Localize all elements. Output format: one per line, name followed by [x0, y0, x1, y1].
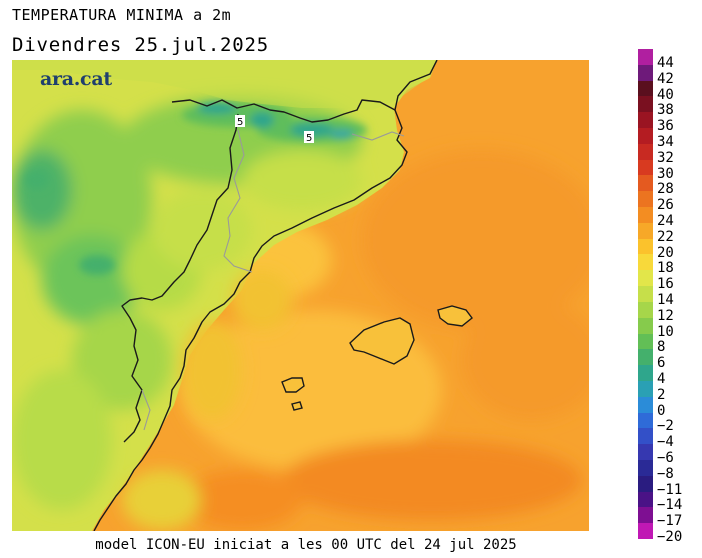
legend-label: 8 — [657, 339, 666, 356]
legend-label: −8 — [657, 465, 674, 482]
temperature-map: 5 5 ara.cat — [12, 60, 589, 531]
legend-swatch — [638, 128, 653, 145]
legend-swatch — [638, 207, 653, 224]
legend-swatch — [638, 507, 653, 524]
balearic-islands — [281, 305, 473, 411]
map-svg: 5 5 — [12, 60, 589, 531]
legend-swatch — [638, 317, 653, 334]
legend-label: −4 — [657, 434, 674, 451]
legend-swatch — [638, 428, 653, 445]
legend-swatch — [638, 64, 653, 82]
legend-label: 44 — [657, 54, 674, 71]
legend-label: 0 — [657, 402, 666, 419]
legend-label: 38 — [657, 102, 674, 119]
legend-label: −6 — [657, 450, 674, 467]
legend-swatch — [638, 238, 653, 255]
legend-swatch — [638, 286, 653, 303]
legend-label: 4 — [657, 371, 666, 388]
map-title: TEMPERATURA MINIMA a 2m — [12, 6, 232, 24]
legend-label: −17 — [657, 513, 683, 530]
coastlines — [93, 60, 438, 531]
legend-label: 42 — [657, 70, 674, 87]
pyrenees-cold — [25, 102, 367, 275]
legend-swatch — [638, 159, 653, 176]
legend-swatch — [638, 112, 653, 129]
legend-label: 6 — [657, 355, 666, 372]
border-andorra-france — [171, 99, 396, 123]
legend-label: 36 — [657, 118, 674, 135]
contour-label: 5 — [237, 117, 243, 128]
legend-swatch — [638, 175, 653, 192]
ibiza — [281, 377, 305, 393]
legend-swatch — [638, 412, 653, 429]
mallorca — [349, 317, 415, 365]
legend-swatch — [638, 349, 653, 366]
legend-swatch — [638, 365, 653, 382]
legend-swatch — [638, 80, 653, 97]
legend-label: 10 — [657, 323, 674, 340]
france-field — [12, 60, 437, 110]
legend-swatch — [638, 270, 653, 287]
contour-labels: 5 5 — [235, 115, 314, 144]
legend-swatch — [638, 396, 653, 414]
legend-label: 28 — [657, 181, 674, 198]
legend-swatch — [638, 380, 653, 398]
legend-colorbar — [638, 49, 653, 540]
legend-swatch — [638, 475, 653, 493]
legend-swatch — [638, 523, 653, 540]
legend-swatch — [638, 143, 653, 161]
legend-swatch — [638, 96, 653, 113]
legend-label: −14 — [657, 497, 683, 514]
legend-swatch — [638, 491, 653, 508]
legend-label: 14 — [657, 292, 674, 308]
legend-label: 26 — [657, 197, 674, 214]
coastline-iberia — [93, 60, 438, 531]
map-date: Divendres 25.jul.2025 — [12, 34, 270, 56]
model-footer: model ICON-EU iniciat a les 00 UTC del 2… — [95, 537, 517, 553]
legend-swatch — [638, 191, 653, 208]
contour-label: 5 — [306, 133, 312, 144]
legend-swatch — [638, 301, 653, 319]
legend-swatch — [638, 49, 653, 66]
legend-label: 12 — [657, 307, 674, 324]
internal-borders — [141, 129, 405, 431]
border-catalonia-aragon — [121, 113, 239, 443]
legend-swatch — [638, 333, 653, 350]
legend-label: 40 — [657, 86, 674, 103]
legend-swatch — [638, 222, 653, 240]
legend-label: 34 — [657, 133, 674, 150]
legend-label: 32 — [657, 149, 674, 166]
legend-label: 16 — [657, 276, 674, 293]
legend-label: 20 — [657, 244, 674, 261]
legend-label: 2 — [657, 386, 666, 403]
legend-label: −20 — [657, 529, 683, 546]
formentera — [291, 401, 303, 411]
legend-label: 22 — [657, 228, 674, 245]
legend-label: 24 — [657, 212, 674, 229]
legend-swatch — [638, 459, 653, 477]
legend-labels: 44 42 40 38 36 34 32 30 28 26 24 22 20 18 16 14 12 10 8 6 4 2… — [657, 49, 702, 544]
legend-label: 18 — [657, 260, 674, 277]
legend-label: −2 — [657, 418, 674, 435]
legend-swatch — [638, 444, 653, 461]
menorca — [437, 305, 473, 327]
land-temperature-blobs — [12, 95, 362, 530]
legend-label: −11 — [657, 481, 683, 498]
ara-cat-logo: ara.cat — [40, 68, 112, 90]
legend-label: 30 — [657, 165, 674, 182]
legend-swatch — [638, 254, 653, 271]
